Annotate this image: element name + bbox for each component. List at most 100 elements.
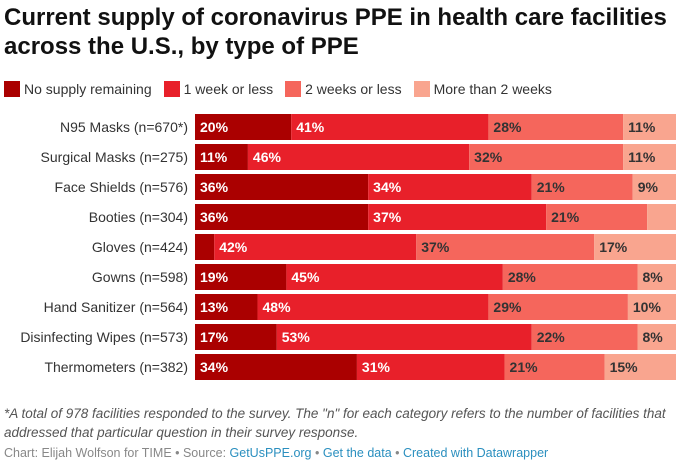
bar-segment: [291, 114, 489, 140]
data-label: 36%: [200, 179, 229, 195]
bar-segment: [195, 204, 369, 230]
bar-segment: [276, 324, 532, 350]
legend-item-more-2-weeks: More than 2 weeks: [413, 81, 552, 97]
bar-segment: [195, 114, 292, 140]
data-label: 45%: [291, 269, 320, 285]
data-label: 17%: [599, 239, 628, 255]
data-label: 32%: [474, 149, 503, 165]
category-label: Disinfecting Wipes (n=573): [20, 329, 188, 345]
legend-label: More than 2 weeks: [433, 81, 552, 97]
legend-item-2-weeks: 2 weeks or less: [285, 81, 402, 97]
credits: Chart: Elijah Wolfson for TIME • Source:…: [4, 446, 548, 460]
bar-segment: [195, 354, 357, 380]
category-label: Booties (n=304): [89, 209, 188, 225]
bar-segment: [504, 354, 605, 380]
data-label: 53%: [282, 329, 311, 345]
legend-item-1-week: 1 week or less: [163, 81, 274, 97]
bar-segment: [502, 264, 638, 290]
category-label: Gloves (n=424): [92, 239, 188, 255]
bar-segment: [356, 354, 505, 380]
bar-segment: [416, 234, 595, 260]
data-label: 8%: [643, 329, 664, 345]
bar-segment: [368, 174, 532, 200]
legend-swatch: [285, 81, 302, 97]
data-label: 15%: [610, 359, 639, 375]
data-label: 34%: [373, 179, 402, 195]
data-label: 21%: [510, 359, 539, 375]
legend-label: 1 week or less: [183, 81, 274, 97]
legend-label: No supply remaining: [24, 81, 152, 97]
bar-segment: [195, 234, 215, 260]
data-label: 34%: [200, 359, 229, 375]
bar-segment: [195, 294, 258, 320]
data-label: 11%: [200, 149, 228, 165]
category-label: Thermometers (n=382): [44, 359, 188, 375]
bar-segment: [469, 144, 624, 170]
chart-title: Current supply of coronavirus PPE in hea…: [4, 4, 667, 60]
data-label: 22%: [537, 329, 566, 345]
data-label: 10%: [633, 299, 662, 315]
data-label: 20%: [200, 119, 229, 135]
data-label: 29%: [493, 299, 522, 315]
bar-segment: [623, 144, 676, 170]
data-label: 11%: [628, 119, 656, 135]
credits-prefix: Chart: Elijah Wolfson for TIME • Source:: [4, 446, 230, 460]
data-label: 46%: [253, 149, 282, 165]
legend-item-no-supply: No supply remaining: [4, 81, 152, 97]
bar-segment: [257, 294, 489, 320]
data-label: 28%: [493, 119, 522, 135]
bar-segment: [368, 204, 547, 230]
data-label: 21%: [551, 209, 580, 225]
bar-segment: [195, 264, 287, 290]
credits-separator: •: [311, 446, 323, 460]
bar-segment: [214, 234, 417, 260]
data-label: 17%: [200, 329, 229, 345]
data-label: 42%: [219, 239, 248, 255]
bar-segment: [594, 234, 676, 260]
data-label: 13%: [200, 299, 229, 315]
credits-separator: •: [391, 446, 403, 460]
data-label: 41%: [296, 119, 325, 135]
bar-segment: [195, 324, 277, 350]
data-label: 31%: [362, 359, 391, 375]
bar-segment: [627, 294, 676, 320]
data-label: 37%: [373, 209, 402, 225]
category-label: Face Shields (n=576): [55, 179, 188, 195]
bar-segment: [286, 264, 503, 290]
legend-label: 2 weeks or less: [305, 81, 402, 97]
data-label: 19%: [200, 269, 229, 285]
bar-segment: [637, 324, 676, 350]
category-label: Surgical Masks (n=275): [41, 149, 188, 165]
legend-swatch: [4, 81, 20, 97]
bar-segment: [531, 324, 638, 350]
source-link[interactable]: GetUsPPE.org: [229, 446, 312, 460]
get-data-link[interactable]: Get the data: [322, 446, 392, 460]
bar-segment: [531, 174, 633, 200]
bar-segment: [632, 174, 676, 200]
data-label: 37%: [421, 239, 450, 255]
bar-segment: [488, 114, 624, 140]
category-label: Hand Sanitizer (n=564): [44, 299, 188, 315]
data-label: 28%: [508, 269, 537, 285]
datawrapper-link[interactable]: Created with Datawrapper: [402, 446, 549, 460]
data-label: 8%: [643, 269, 664, 285]
legend-swatch: [163, 81, 180, 97]
data-label: 36%: [200, 209, 229, 225]
data-label: 21%: [537, 179, 566, 195]
legend-swatch: [413, 81, 430, 97]
bar-segment: [647, 204, 676, 230]
bar-segment: [623, 114, 676, 140]
stacked-bar-chart: N95 Masks (n=670*) 20% 41% 28% 11% Surgical M…: [20, 114, 676, 380]
bar-segment: [488, 294, 628, 320]
bar-segment: [604, 354, 676, 380]
bar-segment: [546, 204, 648, 230]
bar-segment: [247, 144, 470, 170]
data-label: 9%: [638, 179, 659, 195]
legend: No supply remaining 1 week or less 2 wee…: [4, 80, 564, 98]
data-label: 48%: [263, 299, 292, 315]
category-label: Gowns (n=598): [92, 269, 188, 285]
bar-segment: [195, 144, 248, 170]
bar-segment: [195, 174, 369, 200]
footnote: *A total of 978 facilities responded to …: [4, 406, 666, 440]
bar-segment: [637, 264, 676, 290]
